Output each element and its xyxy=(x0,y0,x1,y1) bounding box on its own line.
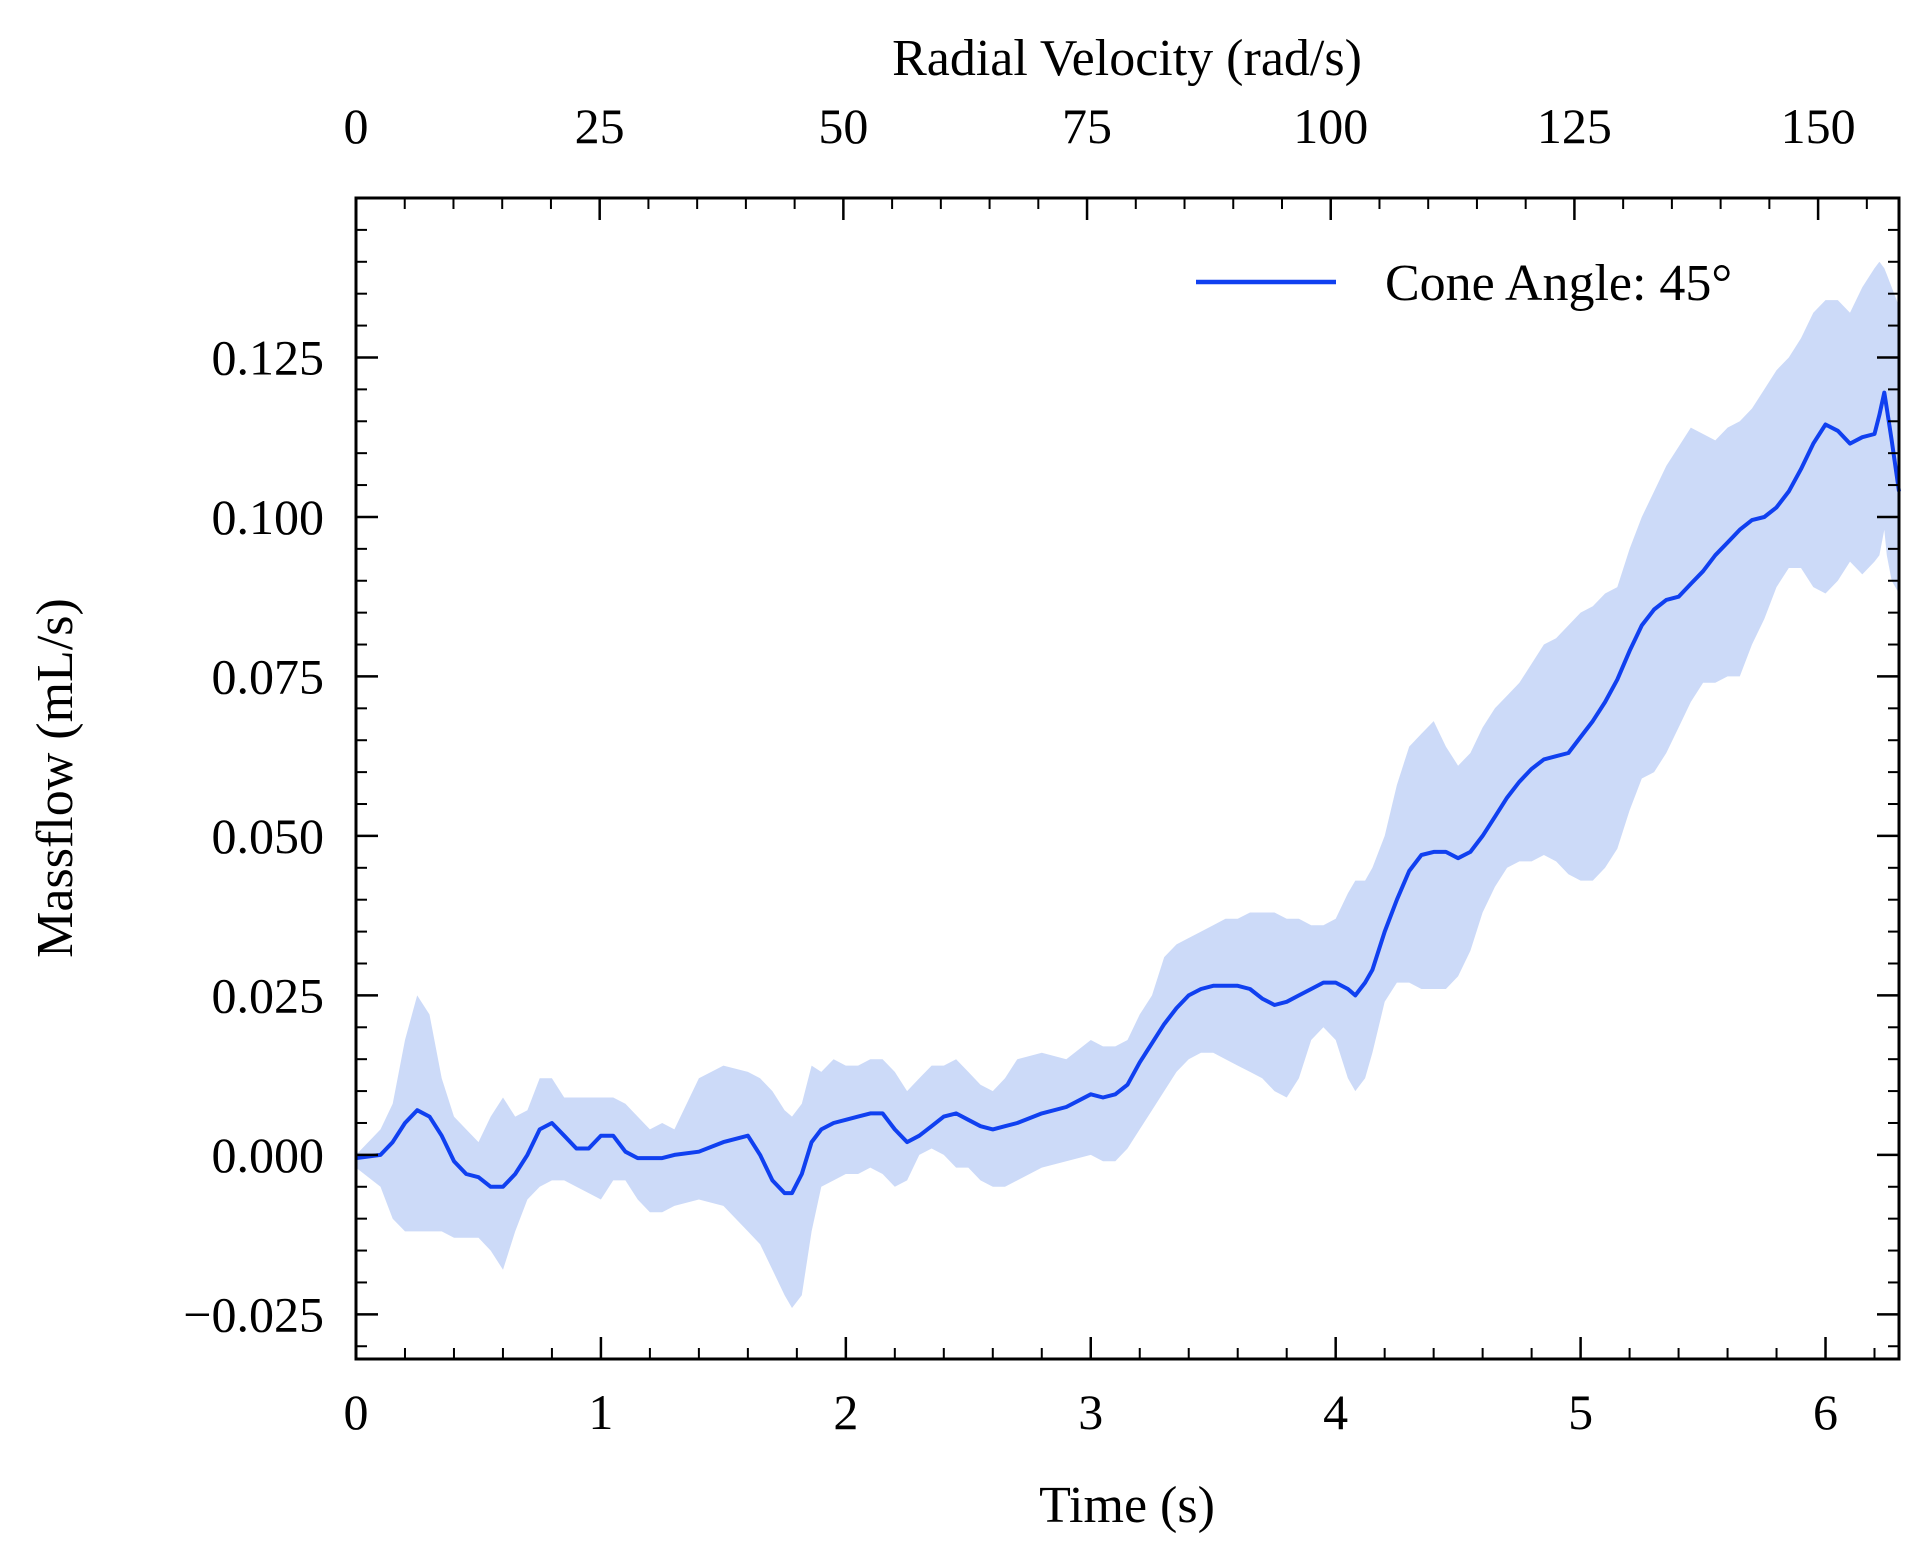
axis-ticks: 0 1 2 3 4 5 6 0 25 50 75 100 125 150 −0.025 0.000 0.025 0… xyxy=(183,98,1899,1440)
x-tick-label: 1 xyxy=(588,1384,613,1440)
plot-frame xyxy=(354,196,1901,1361)
top-tick-label: 0 xyxy=(344,98,369,154)
plot-area xyxy=(355,261,1901,1308)
x-tick-label: 5 xyxy=(1568,1384,1593,1440)
series-band xyxy=(356,261,1899,1308)
y-tick-label: 0.100 xyxy=(212,489,325,545)
legend-label: Cone Angle: 45° xyxy=(1385,255,1732,312)
top-tick-label: 50 xyxy=(818,98,868,154)
top-tick-label: 100 xyxy=(1293,98,1368,154)
y-tick-label: 0.050 xyxy=(212,808,325,864)
y-tick-label: 0.075 xyxy=(212,648,325,704)
y-tick-label: −0.025 xyxy=(183,1286,324,1342)
x-tick-label: 6 xyxy=(1813,1384,1838,1440)
x-axis-title: Time (s) xyxy=(1039,1477,1215,1534)
y-tick-label: 0.125 xyxy=(212,329,325,385)
top-axis-title: Radial Velocity (rad/s) xyxy=(892,30,1362,87)
series-line xyxy=(355,390,1901,1196)
top-tick-label: 75 xyxy=(1062,98,1112,154)
top-tick-label: 150 xyxy=(1781,98,1856,154)
y-axis-title: Massflow (mL/s) xyxy=(27,598,84,958)
top-tick-label: 125 xyxy=(1537,98,1612,154)
top-tick-label: 25 xyxy=(575,98,625,154)
legend: Cone Angle: 45° xyxy=(1196,255,1732,312)
x-tick-label: 2 xyxy=(833,1384,858,1440)
y-tick-label: 0.000 xyxy=(212,1127,325,1183)
x-tick-label: 0 xyxy=(344,1384,369,1440)
y-tick-label: 0.025 xyxy=(212,967,325,1023)
x-tick-label: 4 xyxy=(1323,1384,1348,1440)
x-tick-label: 3 xyxy=(1078,1384,1103,1440)
